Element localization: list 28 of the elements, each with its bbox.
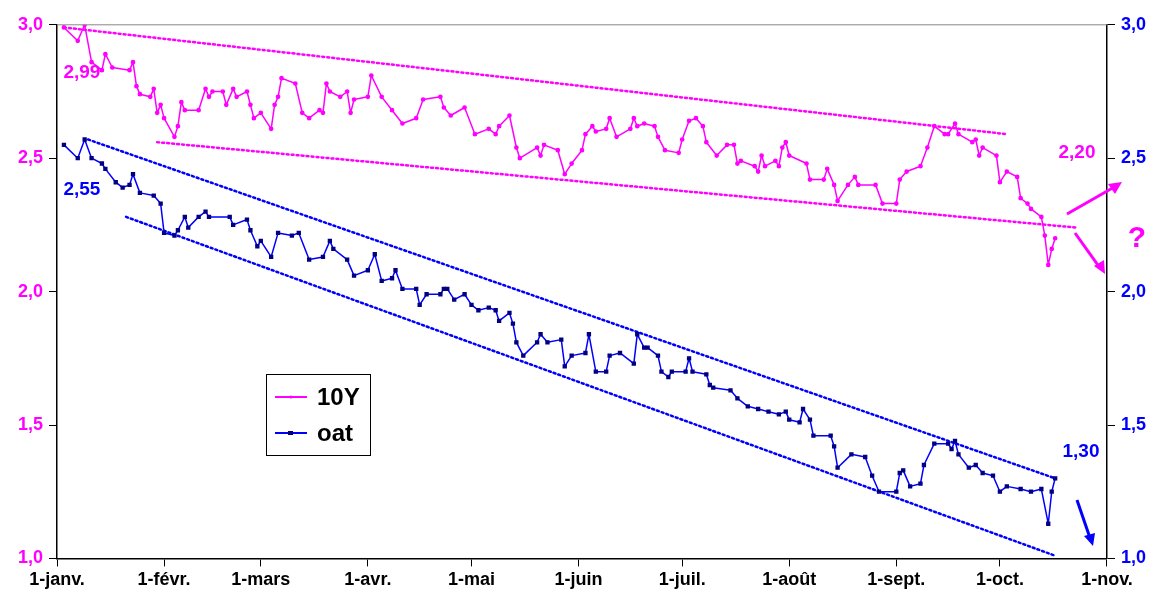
annotation: 2,55: [63, 178, 101, 200]
text: ?: [1127, 219, 1147, 253]
legend-label: oat: [317, 419, 353, 447]
y-tick-label: 1,5: [17, 413, 44, 434]
x-tick-label: 1-avr.: [344, 569, 392, 590]
y-tick-label: 1,0: [17, 547, 44, 568]
annotation: 2,99: [63, 60, 101, 82]
y2-tick-label: 2,5: [1120, 147, 1147, 168]
annotation: 1,30: [1062, 439, 1100, 461]
x-tick-label: 1-juin: [554, 569, 603, 590]
y2-tick-label: 3,0: [1120, 13, 1147, 34]
x-tick-label: 1-févr.: [137, 569, 191, 590]
y2-tick-label: 2,0: [1120, 280, 1147, 301]
x-tick-label: 1-juil.: [658, 569, 706, 590]
x-tick-label: 1-nov.: [1081, 569, 1133, 590]
y2-tick-label: 1,5: [1120, 413, 1147, 434]
x-tick-label: 1-août: [762, 569, 817, 590]
y2-tick-label: 1,0: [1120, 547, 1147, 568]
annotation: 2,20: [1058, 141, 1096, 163]
x-tick-label: 1-janv.: [29, 569, 85, 590]
x-tick-label: 1-oct.: [975, 569, 1024, 590]
y-tick-label: 2,5: [17, 147, 44, 168]
y-tick-label: 2,0: [17, 280, 44, 301]
x-tick-label: 1-sept.: [867, 569, 926, 590]
y-tick-label: 3,0: [17, 13, 44, 34]
x-tick-label: 1-mai: [447, 569, 495, 590]
x-tick-label: 1-mars: [231, 569, 291, 590]
legend-label: 10Y: [317, 383, 360, 411]
